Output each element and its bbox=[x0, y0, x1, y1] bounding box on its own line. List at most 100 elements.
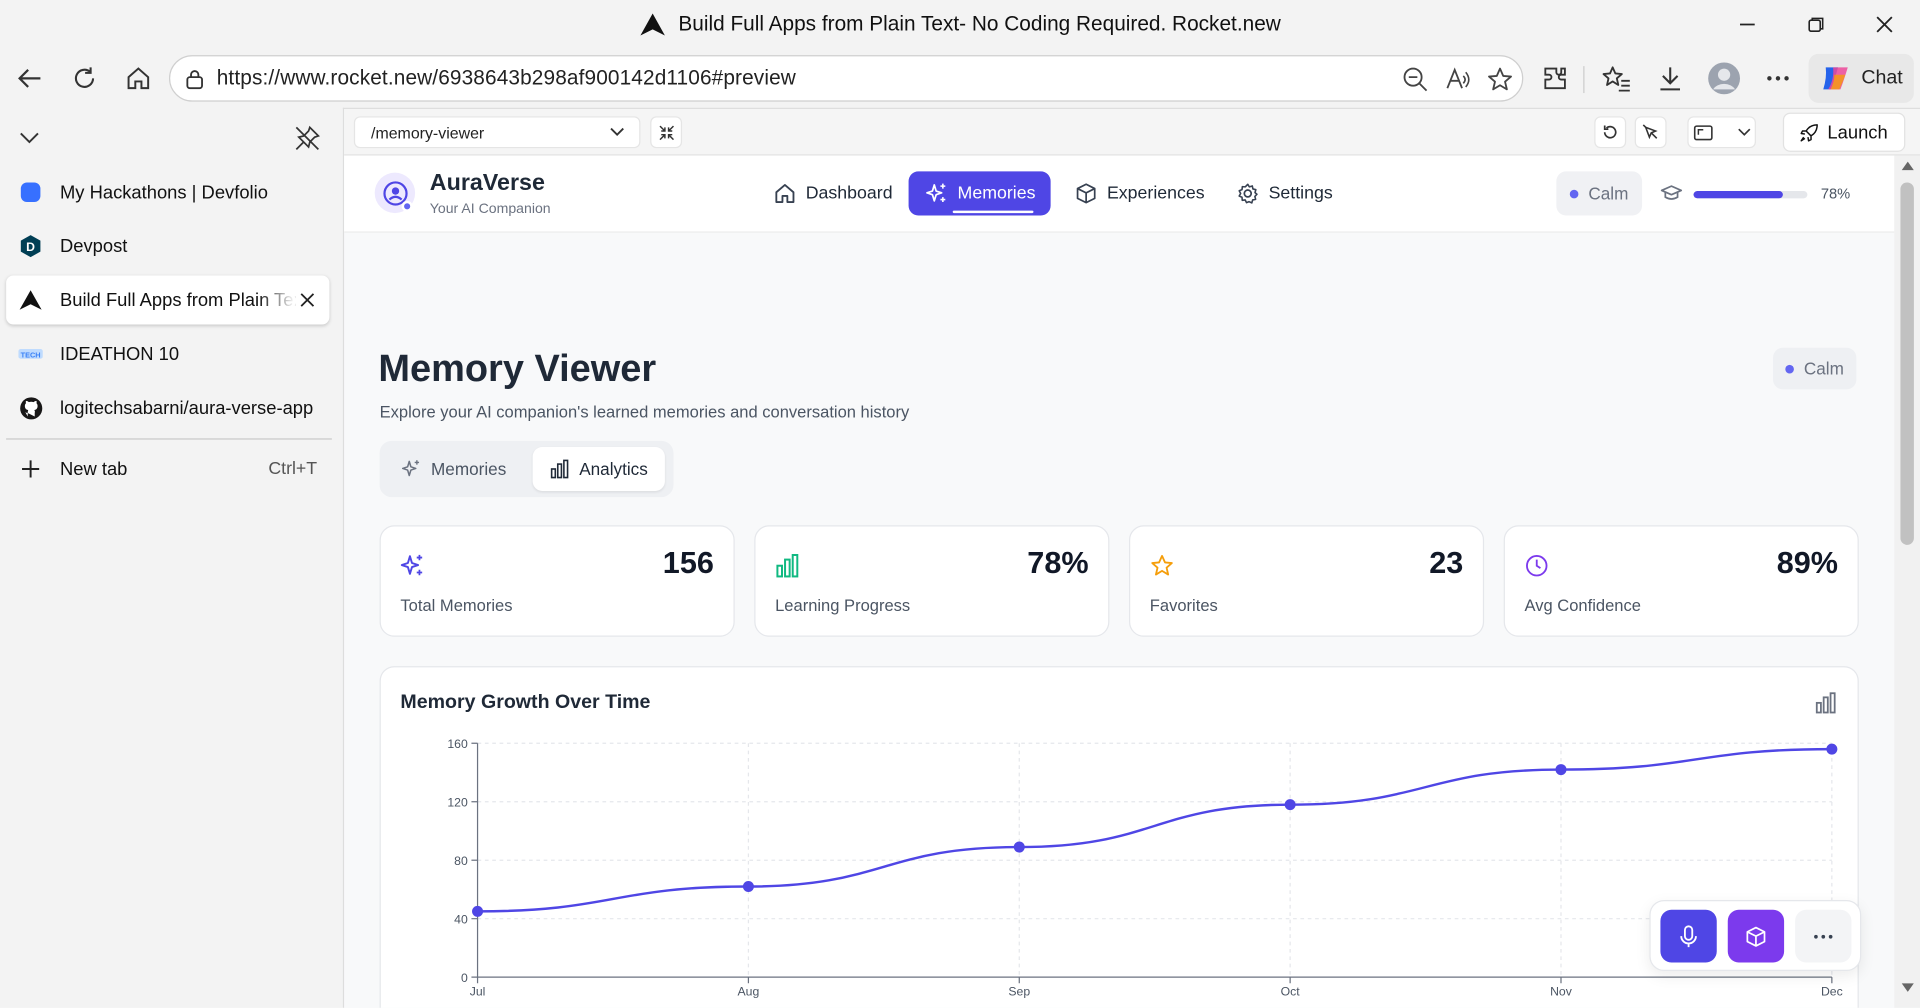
mood-label: Calm bbox=[1803, 358, 1844, 379]
microphone-button[interactable] bbox=[1660, 909, 1717, 963]
github-icon bbox=[18, 396, 42, 420]
select-element-icon[interactable] bbox=[1634, 116, 1667, 149]
nav-settings[interactable]: Settings bbox=[1220, 171, 1350, 215]
tab-label: Memories bbox=[431, 459, 507, 479]
close-window-icon[interactable] bbox=[1866, 10, 1903, 39]
experience-button[interactable] bbox=[1727, 909, 1785, 963]
restore-icon[interactable] bbox=[1798, 10, 1835, 39]
lock-icon[interactable] bbox=[185, 69, 205, 90]
stat-value: 78% bbox=[1027, 546, 1089, 581]
home-icon[interactable] bbox=[121, 61, 155, 95]
copilot-icon bbox=[1820, 62, 1852, 94]
preview-toolbar: /memory-viewer Launch bbox=[344, 108, 1920, 156]
more-menu-icon[interactable] bbox=[1761, 61, 1795, 95]
bar-chart-icon bbox=[775, 553, 799, 578]
nav-experiences[interactable]: Experiences bbox=[1058, 171, 1222, 215]
refresh-icon[interactable] bbox=[67, 61, 101, 95]
tab-ideathon[interactable]: TECH IDEATHON 10 bbox=[6, 329, 329, 378]
tab-memories[interactable]: Memories bbox=[384, 447, 523, 491]
devfolio-icon bbox=[18, 180, 42, 204]
zoom-out-icon[interactable] bbox=[1402, 66, 1429, 93]
learning-progress-bar bbox=[1693, 191, 1808, 199]
tab-github[interactable]: logitechsabarni/aura-verse-app bbox=[6, 383, 329, 432]
scroll-up-icon[interactable] bbox=[1901, 161, 1914, 171]
chevron-down-icon bbox=[1737, 127, 1750, 137]
route-value: /memory-viewer bbox=[371, 123, 485, 142]
read-aloud-icon[interactable] bbox=[1445, 66, 1472, 93]
page-subtitle: Explore your AI companion's learned memo… bbox=[379, 402, 910, 422]
minimize-icon[interactable] bbox=[1729, 10, 1766, 39]
unpin-icon[interactable] bbox=[294, 125, 321, 152]
screen-icon bbox=[1693, 124, 1713, 140]
home-icon bbox=[774, 182, 796, 204]
page-title: Memory Viewer bbox=[378, 346, 657, 390]
y-tick-label: 0 bbox=[461, 971, 468, 985]
cube-icon bbox=[1075, 182, 1097, 204]
app-name: AuraVerse bbox=[429, 170, 545, 196]
sparkles-icon bbox=[926, 182, 948, 204]
preview-viewport: /memory-viewer Launch bbox=[342, 107, 1920, 1008]
reload-preview-icon[interactable] bbox=[1594, 116, 1627, 149]
mood-dot bbox=[1570, 189, 1579, 198]
y-tick-label: 120 bbox=[447, 796, 468, 810]
tab-devfolio[interactable]: My Hackathons | Devfolio bbox=[6, 168, 329, 217]
svg-text:TECH: TECH bbox=[21, 351, 41, 360]
page-scrollbar[interactable] bbox=[1894, 155, 1920, 1008]
back-arrow-icon[interactable] bbox=[12, 61, 46, 95]
rocket-launch-icon bbox=[1800, 123, 1819, 141]
profile-avatar[interactable] bbox=[1707, 61, 1741, 95]
y-tick-label: 160 bbox=[447, 737, 468, 751]
viewport-size-button[interactable] bbox=[1687, 116, 1756, 149]
data-point bbox=[472, 905, 484, 917]
svg-text:D: D bbox=[26, 240, 35, 254]
stat-label: Avg Confidence bbox=[1524, 596, 1641, 615]
x-tick-label: Nov bbox=[1550, 985, 1573, 999]
status-dot bbox=[401, 200, 413, 212]
stat-value: 89% bbox=[1776, 546, 1838, 581]
scroll-thumb[interactable] bbox=[1900, 182, 1914, 545]
stat-card-favorites: 23 Favorites bbox=[1128, 525, 1485, 637]
data-point bbox=[1013, 841, 1025, 853]
stat-label: Total Memories bbox=[400, 596, 513, 615]
nav-dashboard[interactable]: Dashboard bbox=[757, 171, 910, 215]
app-logo[interactable] bbox=[374, 172, 416, 214]
more-horizontal-icon bbox=[1813, 934, 1833, 939]
more-actions-button[interactable] bbox=[1795, 909, 1852, 963]
mood-badge[interactable]: Calm bbox=[1556, 171, 1643, 216]
stat-card-learning-progress: 78% Learning Progress bbox=[754, 525, 1110, 637]
tab-devpost[interactable]: D Devpost bbox=[6, 222, 329, 271]
extensions-icon[interactable] bbox=[1538, 61, 1572, 95]
launch-label: Launch bbox=[1827, 121, 1888, 143]
stat-label: Favorites bbox=[1149, 596, 1218, 615]
sparkles-icon bbox=[400, 553, 424, 577]
favorite-star-icon[interactable] bbox=[1487, 66, 1514, 93]
close-tab-icon[interactable] bbox=[295, 287, 320, 313]
mood-label: Calm bbox=[1588, 183, 1629, 204]
url-text[interactable]: https://www.rocket.new/6938643b298af9001… bbox=[216, 66, 796, 90]
tab-analytics[interactable]: Analytics bbox=[532, 446, 665, 492]
stat-value: 156 bbox=[662, 546, 714, 581]
tab-rocket[interactable]: Build Full Apps from Plain Text bbox=[6, 275, 330, 325]
launch-button[interactable]: Launch bbox=[1782, 112, 1906, 152]
nav-memories[interactable]: Memories bbox=[908, 171, 1051, 216]
clock-icon bbox=[1525, 553, 1549, 577]
tab-label: Analytics bbox=[579, 459, 648, 479]
page-mood-badge[interactable]: Calm bbox=[1773, 347, 1857, 390]
collapse-chevron-icon[interactable] bbox=[17, 125, 41, 149]
new-tab-button[interactable]: New tab Ctrl+T bbox=[6, 444, 329, 493]
gear-icon bbox=[1237, 182, 1259, 204]
downloads-icon[interactable] bbox=[1653, 61, 1687, 95]
nav-label: Settings bbox=[1268, 183, 1333, 204]
scroll-down-icon[interactable] bbox=[1901, 983, 1914, 992]
favorites-icon[interactable] bbox=[1599, 61, 1633, 95]
address-bar[interactable]: https://www.rocket.new/6938643b298af9001… bbox=[168, 55, 1524, 102]
tab-label: IDEATHON 10 bbox=[60, 343, 180, 365]
bar-chart-icon[interactable] bbox=[1815, 692, 1837, 714]
copilot-chat-button[interactable]: Chat bbox=[1808, 53, 1914, 103]
tab-label: Build Full Apps from Plain Text bbox=[60, 289, 308, 311]
collapse-view-icon[interactable] bbox=[650, 116, 683, 149]
ideathon-icon: TECH bbox=[18, 342, 43, 366]
data-point bbox=[1284, 799, 1296, 811]
route-select[interactable]: /memory-viewer bbox=[353, 116, 641, 149]
